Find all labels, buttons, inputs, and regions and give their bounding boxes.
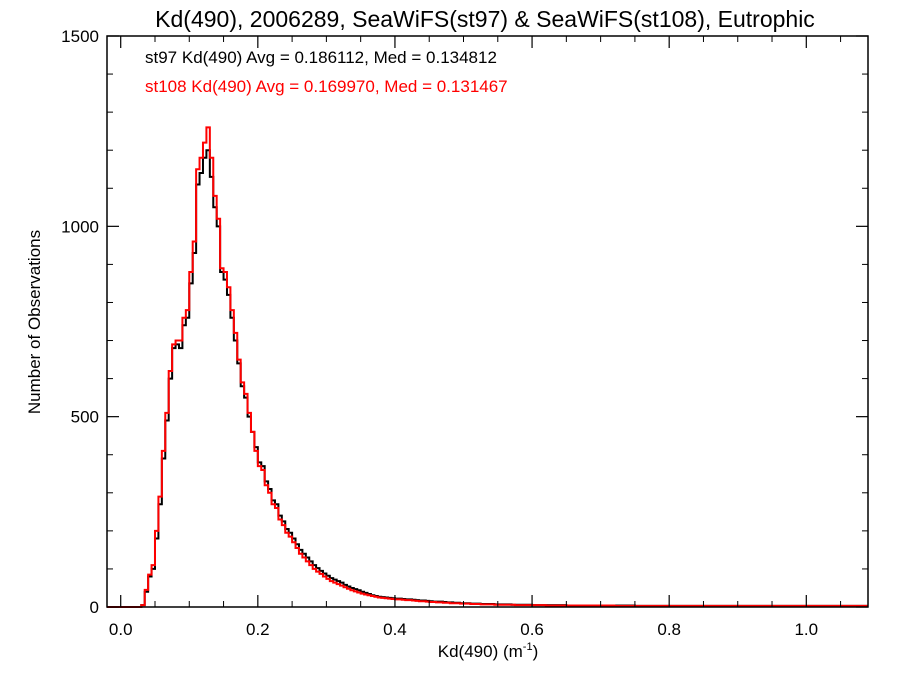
- y-tick-label: 500: [71, 408, 99, 427]
- annotation-st97: st97 Kd(490) Avg = 0.186112, Med = 0.134…: [145, 48, 497, 67]
- x-axis-label-main: Kd(490) (m: [438, 642, 523, 661]
- x-tick-label: 0.2: [246, 620, 270, 639]
- x-tick-label: 1.0: [794, 620, 818, 639]
- tick-layer: 0.0 0.2 0.4 0.6 0.8 1.0 0 500 1000 1500: [61, 27, 868, 639]
- x-tick-label: 0.8: [657, 620, 681, 639]
- x-axis-label: Kd(490) (m-1): [438, 641, 538, 661]
- x-axis-label-close: ): [533, 642, 539, 661]
- annotation-st108: st108 Kd(490) Avg = 0.169970, Med = 0.13…: [145, 77, 508, 96]
- x-tick-label: 0.6: [520, 620, 544, 639]
- chart-title: Kd(490), 2006289, SeaWiFS(st97) & SeaWiF…: [155, 6, 815, 32]
- series-layer: [107, 126, 868, 608]
- y-tick-label: 1500: [61, 27, 99, 46]
- plot-frame: [106, 35, 869, 608]
- x-tick-label: 0.0: [109, 620, 133, 639]
- y-tick-label: 0: [90, 598, 99, 617]
- series-line-0: [107, 149, 868, 608]
- series-line-1: [107, 126, 868, 608]
- y-axis-label: Number of Observations: [25, 230, 44, 414]
- x-tick-label: 0.4: [383, 620, 407, 639]
- x-axis-label-sup: -1: [523, 641, 533, 653]
- y-tick-label: 1000: [61, 217, 99, 236]
